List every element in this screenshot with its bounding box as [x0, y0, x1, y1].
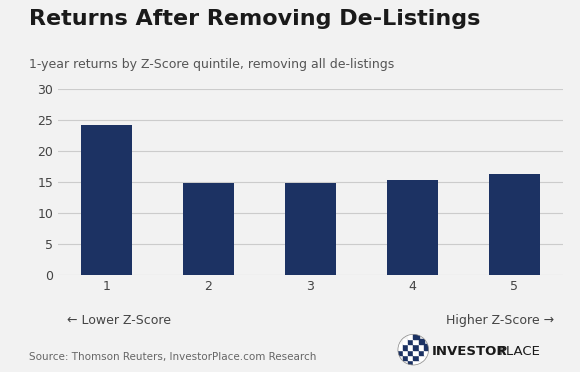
Bar [419, 339, 424, 344]
Bar [413, 355, 419, 360]
Bar [419, 355, 424, 360]
Text: Source: Thomson Reuters, InvestorPlace.com Research: Source: Thomson Reuters, InvestorPlace.c… [29, 352, 316, 362]
Bar [408, 355, 413, 360]
Bar [408, 360, 413, 366]
Bar [413, 350, 419, 355]
Text: ← Lower Z-Score: ← Lower Z-Score [67, 314, 171, 327]
Bar [413, 334, 419, 339]
Bar [403, 355, 408, 360]
Bar [403, 344, 408, 350]
Bar [424, 344, 429, 350]
Bar [413, 344, 419, 350]
Bar [413, 339, 419, 344]
Bar [419, 350, 424, 355]
Bar [397, 350, 403, 355]
Bar [408, 350, 413, 355]
Bar [413, 360, 419, 366]
Bar [419, 344, 424, 350]
Text: 1-year returns by Z-Score quintile, removing all de-listings: 1-year returns by Z-Score quintile, remo… [29, 58, 394, 71]
Bar [387, 180, 438, 275]
Bar [183, 183, 234, 275]
Bar [424, 350, 429, 355]
Bar [408, 339, 413, 344]
Bar [81, 125, 132, 275]
Bar [408, 334, 413, 339]
Bar [489, 174, 539, 275]
Text: Returns After Removing De-Listings: Returns After Removing De-Listings [29, 9, 480, 29]
Text: INVESTOR: INVESTOR [432, 345, 508, 358]
Text: PLACE: PLACE [499, 345, 541, 358]
Text: Higher Z-Score →: Higher Z-Score → [446, 314, 554, 327]
Bar [403, 339, 408, 344]
Bar [285, 183, 336, 275]
Bar [403, 350, 408, 355]
Bar [408, 344, 413, 350]
Bar [397, 344, 403, 350]
